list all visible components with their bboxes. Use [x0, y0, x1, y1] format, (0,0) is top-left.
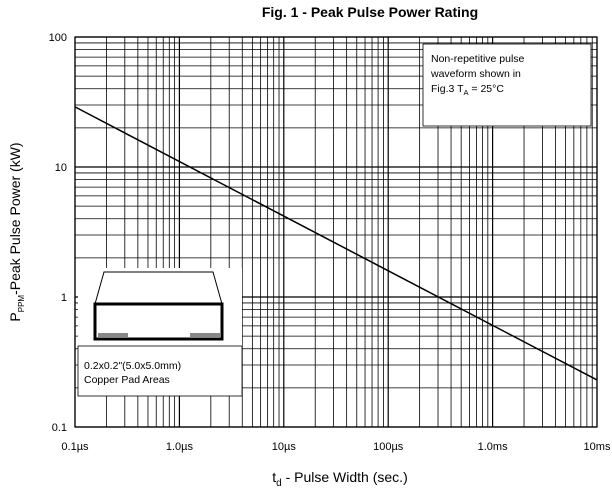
y-label-rest: -Peak Pulse Power (kW) [7, 142, 23, 294]
x-label-rest: - Pulse Width (sec.) [282, 469, 408, 485]
annotation-line: Non-repetitive pulse [431, 53, 525, 65]
x-tick-label: 1.0ms [478, 441, 508, 453]
inset-text: Copper Pad Areas [84, 374, 170, 386]
chart: Fig. 1 - Peak Pulse Power Rating td - Pu… [0, 0, 612, 497]
inset: 0.2x0.2"(5.0x5.0mm) Copper Pad Areas [78, 268, 242, 396]
y-tick-label: 0.1 [52, 422, 67, 434]
x-tick-label: 10µs [272, 441, 297, 453]
annotation-box: Non-repetitive pulse waveform shown in F… [423, 44, 591, 126]
chart-title: Fig. 1 - Peak Pulse Power Rating [262, 4, 478, 20]
annotation-line: waveform shown in [430, 68, 521, 80]
x-axis-label: td - Pulse Width (sec.) [272, 469, 407, 489]
y-tick-label: 10 [55, 162, 67, 174]
annotation-rest: = 25°C [469, 83, 505, 95]
x-tick-label: 100µs [373, 441, 404, 453]
y-tick-label: 1 [61, 292, 67, 304]
y-axis-label: PPPM-Peak Pulse Power (kW) [7, 142, 26, 321]
x-tick-label: 10ms [584, 441, 611, 453]
inset-text: 0.2x0.2"(5.0x5.0mm) [84, 360, 181, 372]
x-tick-label: 1.0µs [166, 441, 194, 453]
annotation-text: Fig.3 T [431, 83, 464, 95]
y-tick-label: 100 [49, 32, 67, 44]
x-tick-label: 0.1µs [61, 441, 89, 453]
y-label-main: P [7, 312, 23, 321]
annotation-line: Fig.3 TA = 25°C [431, 83, 504, 97]
y-label-sub: PPM [17, 295, 26, 313]
